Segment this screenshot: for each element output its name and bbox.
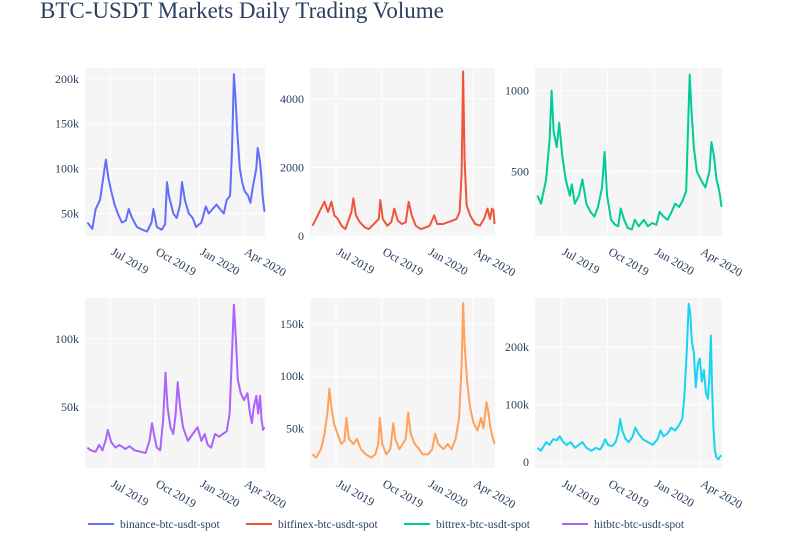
x-tick-label: Oct 2019	[153, 244, 198, 278]
y-tick-label: 0	[523, 455, 529, 469]
legend: binance-btc-usdt-spot bitfinex-btc-usdt-s…	[88, 519, 685, 531]
y-tick-label: 2000	[280, 160, 304, 174]
legend-item: bittrex-btc-usdt-spot	[404, 519, 531, 531]
x-tick-label: Jul 2019	[109, 476, 152, 509]
y-tick-label: 150k	[280, 317, 304, 331]
subplot-6: Jul 2019 Oct 2019 Jan 2020 Apr 2020 0 100k 200…	[505, 298, 745, 511]
x-tick-label: Jul 2019	[560, 476, 603, 509]
y-tick-label: 200k	[505, 340, 529, 354]
x-tick-label: Apr 2020	[472, 244, 519, 279]
y-tick-label: 1000	[505, 84, 529, 98]
y-tick-label: 0	[298, 229, 304, 243]
x-tick-label: Apr 2020	[242, 476, 289, 511]
series-line-5	[311, 302, 496, 459]
y-tick-label: 500	[511, 164, 529, 178]
legend-item: binance-btc-usdt-spot	[88, 519, 220, 531]
y-tick-label: 50k	[61, 207, 79, 221]
x-tick-label: Apr 2020	[698, 476, 745, 511]
y-tick-label: 50k	[286, 421, 304, 435]
y-tick-label: 100k	[280, 369, 304, 383]
legend-item: hitbtc-btc-usdt-spot	[562, 519, 685, 531]
y-tick-label: 50k	[61, 400, 79, 414]
subplot-5: Jul 2019 Oct 2019 Jan 2020 Apr 2020 50k 100k 1…	[280, 298, 518, 511]
x-tick-label: Jan 2020	[426, 476, 470, 510]
x-tick-label: Jul 2019	[334, 244, 377, 277]
x-tick-label: Oct 2019	[606, 244, 651, 278]
legend-label: bittrex-btc-usdt-spot	[436, 519, 531, 531]
x-tick-label: Apr 2020	[698, 244, 745, 279]
subplot-4: Jul 2019 Oct 2019 Jan 2020 Apr 2020 50k 100k	[55, 298, 289, 511]
x-tick-label: Oct 2019	[380, 476, 425, 510]
x-tick-label: Jan 2020	[652, 244, 696, 278]
x-tick-label: Jul 2019	[109, 244, 152, 277]
series-line-2	[311, 70, 496, 231]
x-tick-label: Jan 2020	[198, 476, 242, 510]
x-tick-label: Jul 2019	[560, 244, 603, 277]
legend-label: hitbtc-btc-usdt-spot	[594, 519, 685, 531]
x-tick-label: Jan 2020	[198, 244, 242, 278]
subplot-2: Jul 2019 Oct 2019 Jan 2020 Apr 2020 0 2000 400…	[280, 68, 518, 279]
legend-item: bitfinex-btc-usdt-spot	[246, 519, 378, 531]
x-tick-label: Oct 2019	[606, 476, 651, 510]
subplot-background	[310, 68, 495, 236]
x-tick-label: Jan 2020	[426, 244, 470, 278]
y-tick-label: 100k	[55, 162, 79, 176]
x-tick-label: Jul 2019	[334, 476, 377, 509]
y-tick-label: 4000	[280, 92, 304, 106]
series-line-1	[86, 73, 266, 233]
subplot-3: Jul 2019 Oct 2019 Jan 2020 Apr 2020 500 1000	[505, 68, 745, 279]
y-tick-label: 100k	[55, 332, 79, 346]
series-line-3	[536, 73, 723, 231]
x-tick-label: Oct 2019	[153, 476, 198, 510]
series-line-6	[536, 302, 723, 461]
legend-label: bitfinex-btc-usdt-spot	[278, 519, 378, 531]
x-tick-label: Oct 2019	[380, 244, 425, 278]
series-line-4	[86, 303, 266, 454]
x-tick-label: Jan 2020	[652, 476, 696, 510]
legend-label: binance-btc-usdt-spot	[120, 519, 220, 531]
chart-title: BTC-USDT Markets Daily Trading Volume	[40, 0, 444, 23]
x-tick-label: Apr 2020	[472, 476, 519, 511]
y-tick-label: 200k	[55, 72, 79, 86]
y-tick-label: 100k	[505, 398, 529, 412]
y-tick-label: 150k	[55, 117, 79, 131]
subplot-1: Jul 2019 Oct 2019 Jan 2020 Apr 2020 50k 100k 1…	[55, 68, 289, 279]
x-tick-label: Apr 2020	[242, 244, 289, 279]
